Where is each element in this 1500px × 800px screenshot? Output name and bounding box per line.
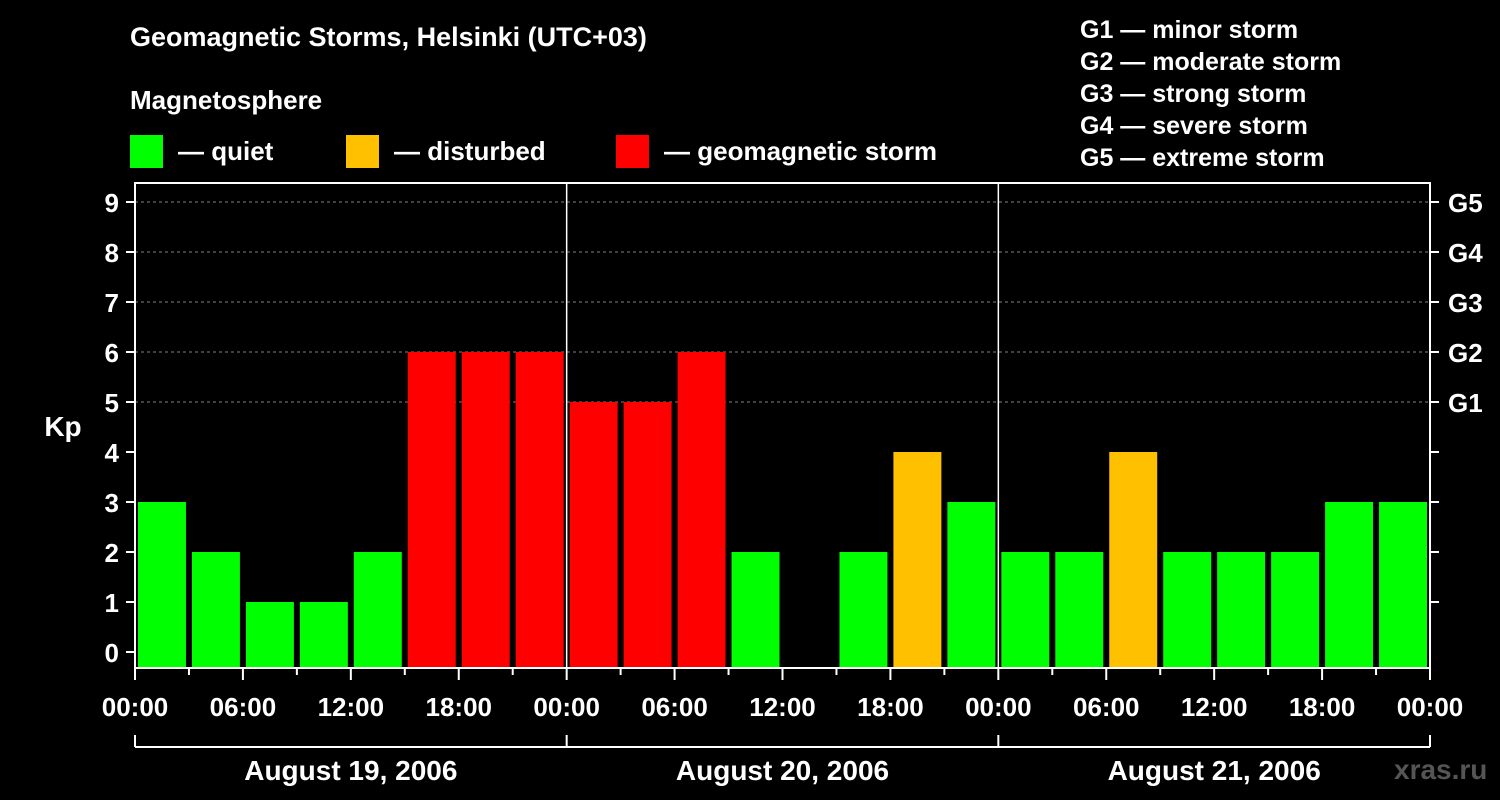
storm-scale-g3: G3 — strong storm bbox=[1080, 80, 1307, 108]
legend-swatch-storm bbox=[616, 134, 649, 168]
day-label: August 19, 2006 bbox=[244, 755, 457, 786]
day-label: August 20, 2006 bbox=[676, 755, 889, 786]
x-tick-label: 00:00 bbox=[965, 692, 1032, 722]
x-tick-label: 06:00 bbox=[1073, 692, 1140, 722]
legend-item-quiet: — quiet bbox=[130, 134, 273, 168]
y-tick-label: 0 bbox=[105, 638, 119, 668]
y-tick-label: 8 bbox=[105, 238, 119, 268]
x-tick-label: 00:00 bbox=[533, 692, 600, 722]
g-tick-label: G3 bbox=[1448, 288, 1483, 318]
legend-item-storm: — geomagnetic storm bbox=[616, 134, 937, 168]
x-tick-label: 12:00 bbox=[749, 692, 816, 722]
y-tick-label: 3 bbox=[105, 488, 119, 518]
storm-scale-g1: G1 — minor storm bbox=[1080, 16, 1299, 44]
kp-bar bbox=[1163, 552, 1212, 668]
kp-bar bbox=[1001, 552, 1050, 668]
kp-bar bbox=[138, 502, 186, 668]
legend-label-quiet: — quiet bbox=[178, 135, 274, 166]
legend-swatch-disturbed bbox=[346, 134, 379, 168]
watermark: xras.ru bbox=[1394, 754, 1488, 785]
kp-bar bbox=[1379, 502, 1427, 668]
g-tick-label: G5 bbox=[1448, 188, 1483, 218]
kp-bar bbox=[947, 502, 996, 668]
legend-heading: Magnetosphere bbox=[130, 85, 323, 115]
chart-title: Geomagnetic Storms, Helsinki (UTC+03) bbox=[130, 22, 647, 52]
y-tick-label: 1 bbox=[105, 588, 119, 618]
y-tick-label: 6 bbox=[105, 338, 119, 368]
x-tick-label: 18:00 bbox=[426, 692, 493, 722]
x-tick-label: 12:00 bbox=[1181, 692, 1248, 722]
kp-bar bbox=[353, 552, 402, 668]
y-tick-label: 7 bbox=[105, 288, 119, 318]
x-tick-label: 00:00 bbox=[102, 692, 169, 722]
y-tick-label: 9 bbox=[105, 188, 119, 218]
kp-bar bbox=[623, 402, 672, 668]
x-tick-label: 18:00 bbox=[1289, 692, 1356, 722]
legend-item-disturbed: — disturbed bbox=[346, 134, 546, 168]
storm-scale-legend: G1 — minor storm G2 — moderate storm G3 … bbox=[1080, 14, 1341, 174]
y-axis-label: Kp bbox=[44, 411, 81, 442]
kp-bar bbox=[461, 352, 510, 668]
storm-scale-g2: G2 — moderate storm bbox=[1080, 48, 1342, 76]
legend-swatch-quiet bbox=[130, 134, 163, 168]
x-tick-label: 18:00 bbox=[857, 692, 924, 722]
kp-bar bbox=[1217, 552, 1266, 668]
kp-bar bbox=[407, 352, 456, 668]
kp-bar bbox=[893, 452, 942, 668]
legend-label-disturbed: — disturbed bbox=[394, 135, 546, 166]
x-tick-label: 06:00 bbox=[210, 692, 277, 722]
kp-bar bbox=[191, 552, 240, 668]
y-tick-label: 2 bbox=[105, 538, 119, 568]
storm-scale-g4: G4 — severe storm bbox=[1080, 112, 1308, 140]
y-tick-label: 4 bbox=[105, 438, 120, 468]
x-tick-label: 00:00 bbox=[1397, 692, 1464, 722]
g-tick-label: G2 bbox=[1448, 338, 1483, 368]
kp-bar bbox=[677, 352, 726, 668]
kp-bar bbox=[515, 352, 564, 668]
legend-label-storm: — geomagnetic storm bbox=[664, 135, 938, 166]
kp-bar bbox=[299, 602, 348, 668]
kp-bar bbox=[1109, 452, 1158, 668]
x-tick-label: 06:00 bbox=[641, 692, 708, 722]
g-tick-label: G4 bbox=[1448, 238, 1483, 268]
g-tick-label: G1 bbox=[1448, 388, 1483, 418]
kp-bar bbox=[245, 602, 294, 668]
storm-scale-g5: G5 — extreme storm bbox=[1080, 144, 1325, 172]
kp-bar bbox=[1325, 502, 1374, 668]
kp-bar bbox=[731, 552, 780, 668]
kp-bar bbox=[1055, 552, 1104, 668]
y-tick-label: 5 bbox=[105, 388, 119, 418]
kp-bar bbox=[839, 552, 888, 668]
x-tick-label: 12:00 bbox=[318, 692, 385, 722]
kp-bar bbox=[569, 402, 618, 668]
kp-bar bbox=[1271, 552, 1320, 668]
day-label: August 21, 2006 bbox=[1108, 755, 1321, 786]
